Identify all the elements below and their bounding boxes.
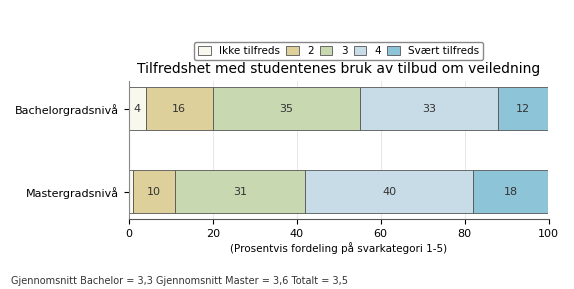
- Bar: [175, 170, 305, 213]
- Text: Gjennomsnitt Bachelor = 3,3 Gjennomsnitt Master = 3,6 Totalt = 3,5: Gjennomsnitt Bachelor = 3,3 Gjennomsnitt…: [11, 276, 348, 286]
- Text: 33: 33: [422, 104, 436, 114]
- Text: 12: 12: [516, 104, 530, 114]
- Text: 35: 35: [279, 104, 293, 114]
- Bar: [498, 87, 549, 130]
- Text: 16: 16: [172, 104, 186, 114]
- Bar: [360, 87, 498, 130]
- Text: 18: 18: [503, 187, 518, 197]
- Bar: [146, 87, 213, 130]
- Bar: [129, 87, 146, 130]
- Bar: [129, 170, 133, 213]
- X-axis label: (Prosentvis fordeling på svarkategori 1-5): (Prosentvis fordeling på svarkategori 1-…: [230, 242, 447, 254]
- Text: 40: 40: [382, 187, 396, 197]
- Title: Tilfredshet med studentenes bruk av tilbud om veiledning: Tilfredshet med studentenes bruk av tilb…: [137, 62, 540, 76]
- Text: 4: 4: [134, 104, 141, 114]
- Bar: [305, 170, 473, 213]
- Text: 10: 10: [147, 187, 161, 197]
- Bar: [213, 87, 360, 130]
- Text: 31: 31: [233, 187, 247, 197]
- Bar: [133, 170, 175, 213]
- Legend: Ikke tilfreds, 2, 3, 4, Svært tilfreds: Ikke tilfreds, 2, 3, 4, Svært tilfreds: [194, 42, 483, 60]
- Bar: [473, 170, 549, 213]
